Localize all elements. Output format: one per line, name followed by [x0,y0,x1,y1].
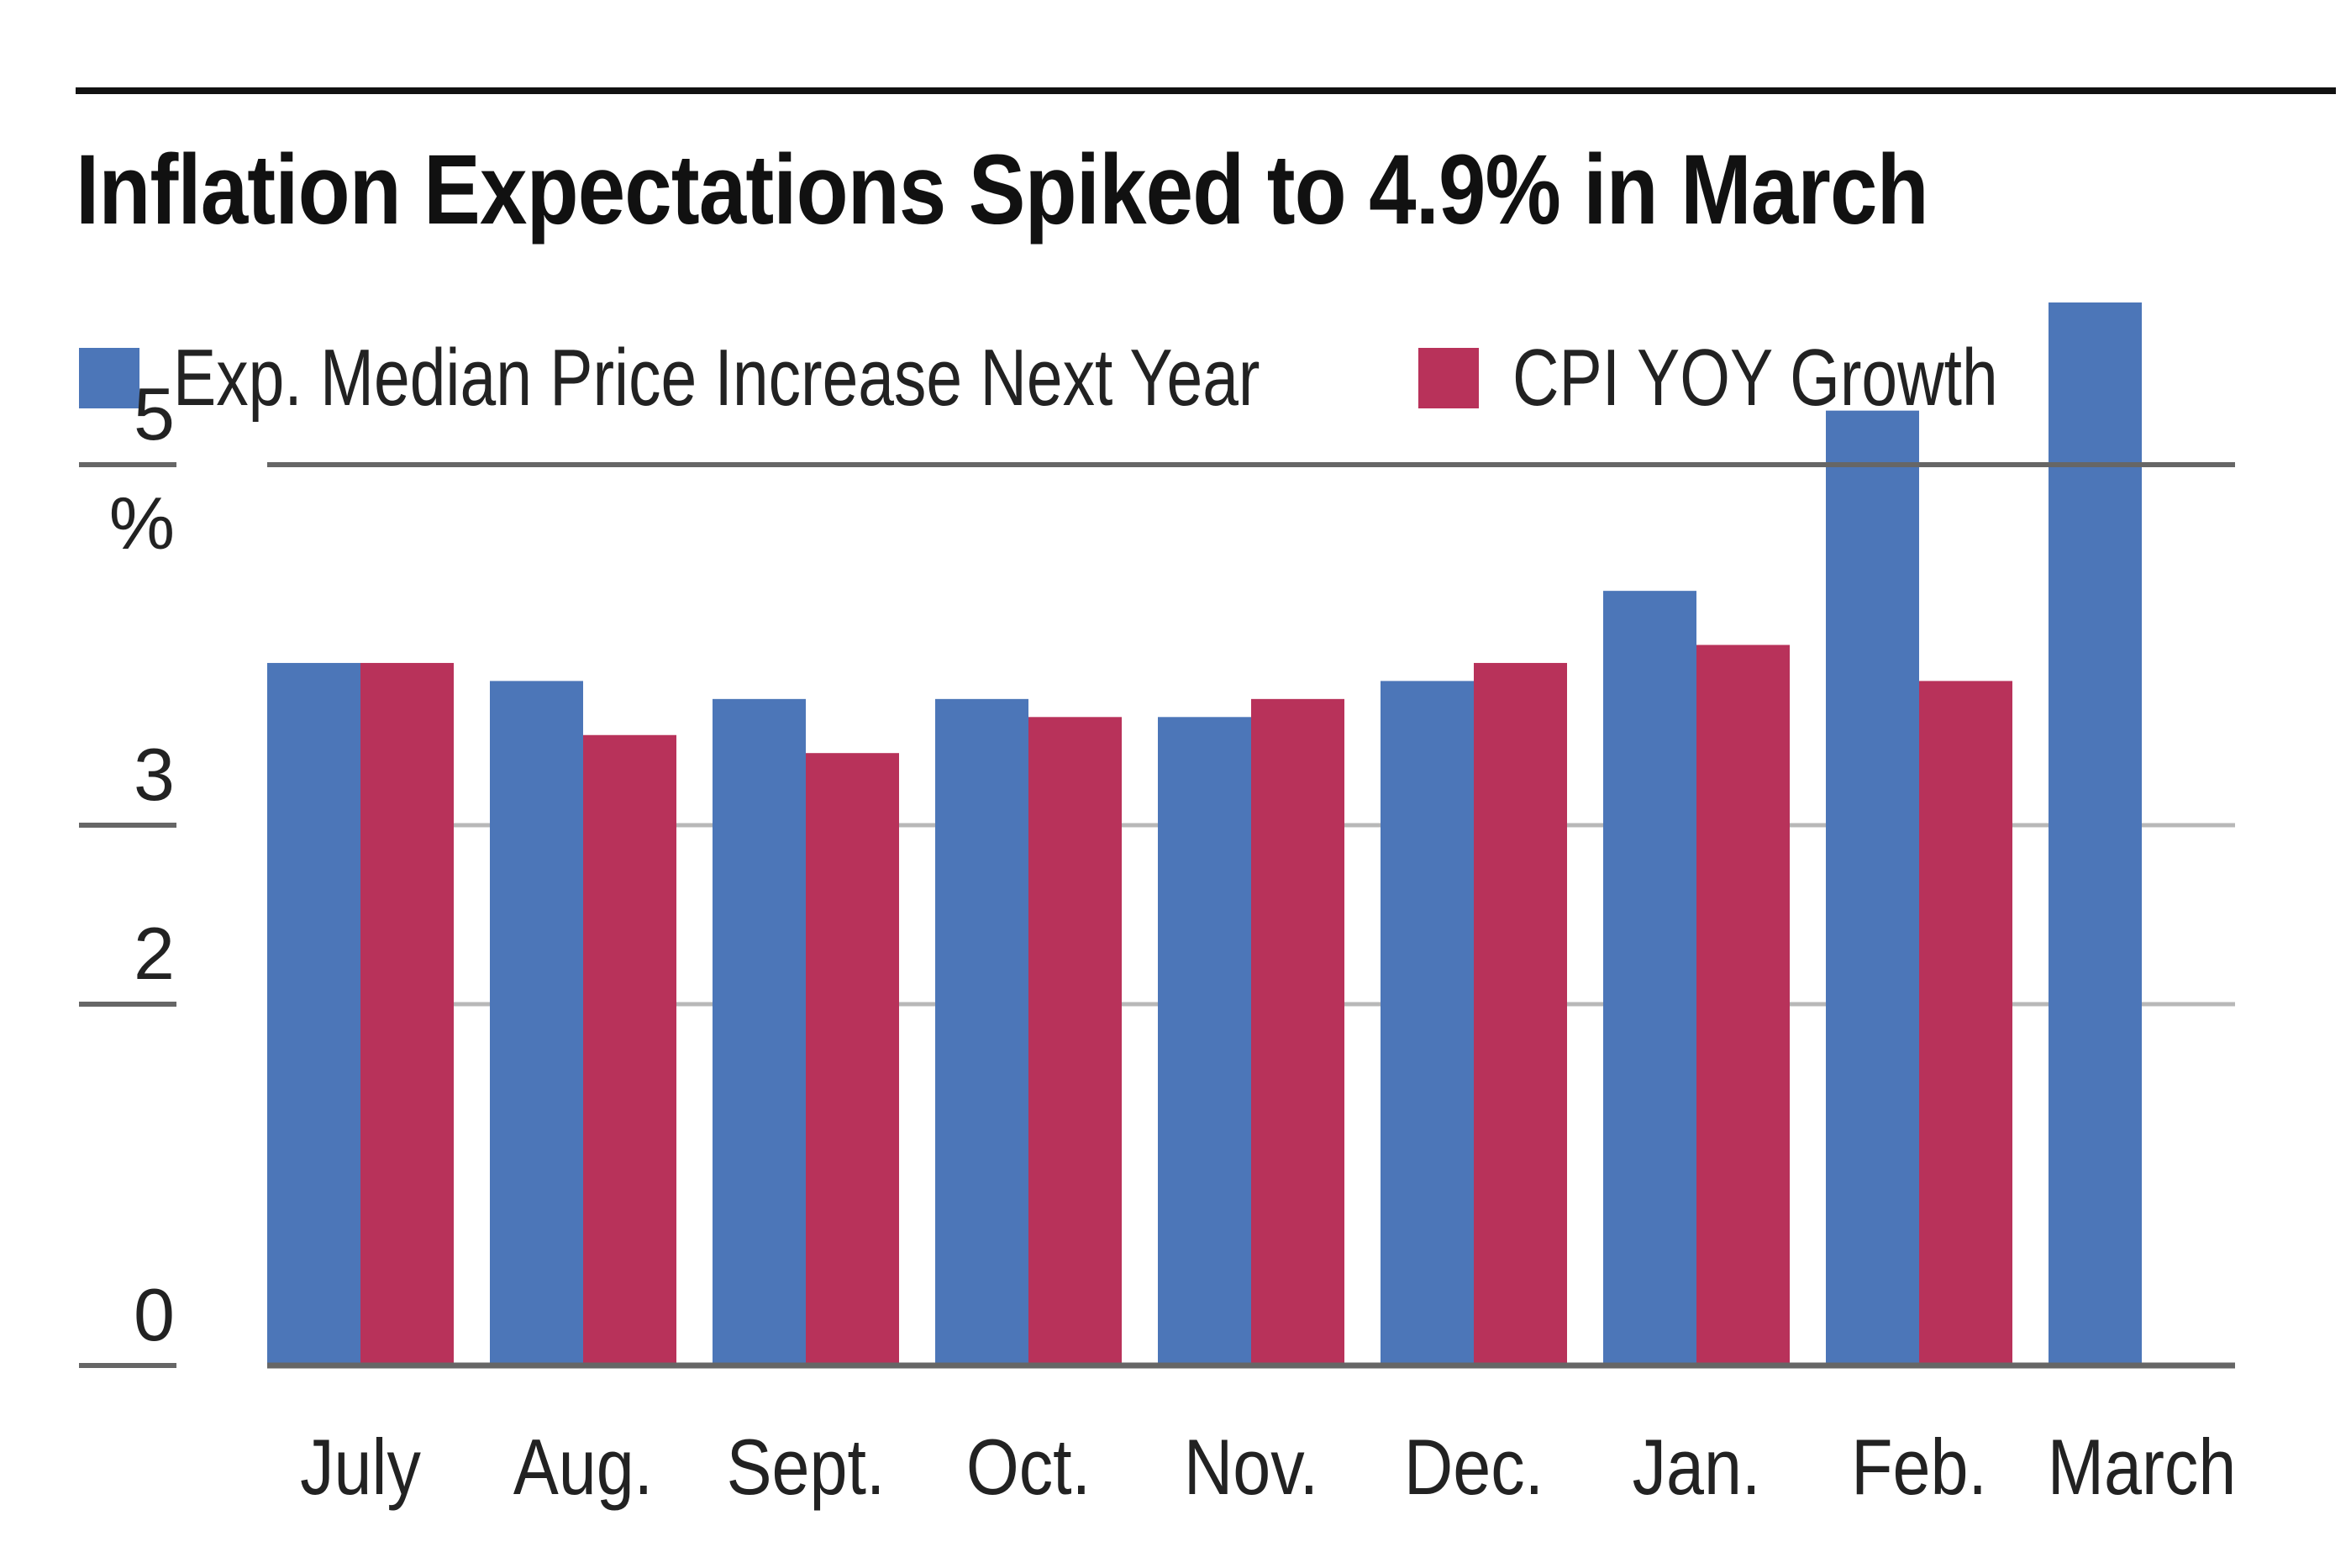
x-tick-label: Feb. [1851,1423,1987,1511]
bar [713,698,806,1365]
x-tick-label: Oct. [966,1423,1091,1511]
x-tick-label: Dec. [1404,1423,1544,1511]
legend-swatch-cpi [1418,348,1479,408]
bars [267,302,2142,1366]
x-tick-label: July [300,1423,421,1511]
bar [806,753,899,1365]
bar [1826,410,1919,1365]
x-tick-label: Jan. [1633,1423,1761,1511]
axis-labels: 0 2 3 5% July Aug. Sept. Oct. Nov. Dec. Jan. Feb. Ma… [109,372,2237,1511]
y-tick-label: 3 [134,733,175,816]
bar [1474,662,1567,1365]
bar [1158,717,1251,1365]
x-tick-label: Aug. [513,1423,653,1511]
bar [935,698,1028,1365]
axes [79,462,2235,1369]
top-rule [76,87,2336,94]
bar [1919,681,2012,1365]
y-unit-label: % [109,481,175,565]
x-tick-label: March [2048,1423,2237,1511]
bar [1696,645,1790,1365]
bar [1028,717,1122,1365]
bar [1251,698,1344,1365]
legend-label-expected: Exp. Median Price Increase Next Year [173,333,1260,423]
y-tick-label: 2 [134,912,175,995]
bar [1603,591,1696,1365]
bar [267,662,360,1365]
bar [360,662,454,1365]
legend-label-cpi: CPI YOY Growth [1512,333,1998,423]
bar [490,681,583,1365]
bar [583,734,676,1365]
x-tick-label: Nov. [1184,1423,1318,1511]
bar [1381,681,1474,1365]
y-tick-label: 0 [134,1273,175,1356]
chart-title: Inflation Expectations Spiked to 4.9% in… [76,134,1929,245]
y-tick-label: 5 [134,372,175,455]
x-tick-label: Sept. [727,1423,886,1511]
legend-swatch-expected [79,348,139,408]
bar [2049,302,2142,1366]
